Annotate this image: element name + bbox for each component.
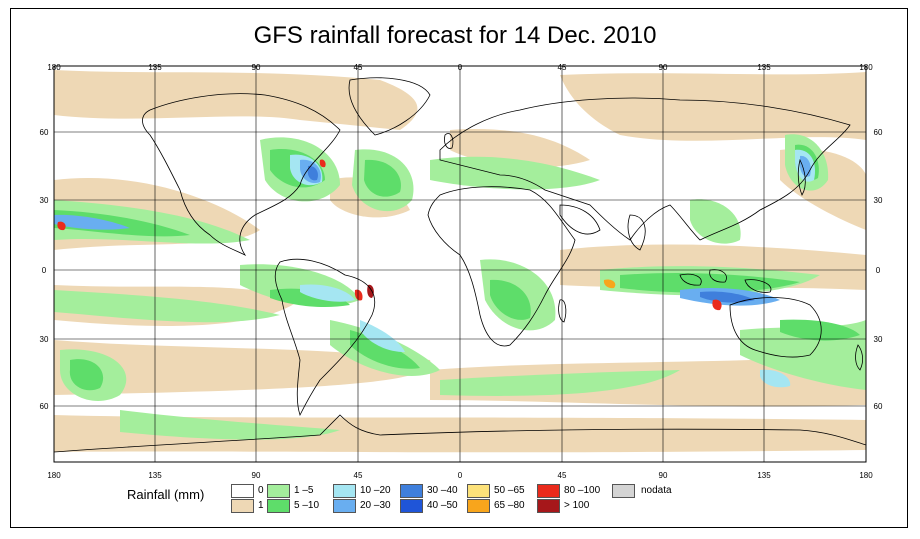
rainfall-field [54,70,866,453]
left-lat-ticks: 60 30 0 30 60 [40,128,49,411]
lat-tick-left: 60 [40,128,49,137]
lat-tick-right: 0 [876,266,881,275]
lat-tick-left: 60 [40,402,49,411]
lon-tick-top: 135 [148,63,162,72]
right-lat-ticks: 60 30 0 30 60 [874,128,883,411]
lon-tick-top: 0 [458,63,463,72]
lat-tick-right: 60 [874,128,883,137]
lat-tick-left: 0 [42,266,47,275]
lat-tick-right: 30 [874,196,883,205]
lon-tick-bottom: 135 [148,471,162,480]
lon-tick-top: 90 [252,63,261,72]
lon-tick-bottom: 45 [354,471,363,480]
rain-blue-areas [54,149,816,388]
bottom-lon-ticks: 180 135 90 45 0 45 90 135 180 [47,471,873,480]
rain-heavy-areas [57,159,722,311]
map-border [53,65,867,463]
lon-tick-bottom: 180 [859,471,873,480]
lon-tick-bottom: 0 [458,471,463,480]
lon-tick-bottom: 45 [558,471,567,480]
lon-tick-top: 180 [47,63,61,72]
graticule [54,66,866,462]
lon-tick-bottom: 90 [252,471,261,480]
lat-tick-right: 30 [874,335,883,344]
lon-tick-top: 45 [558,63,567,72]
lon-tick-top: 180 [859,63,873,72]
rain-5-10mm-areas [54,144,860,391]
lon-tick-top: 45 [354,63,363,72]
map-title: GFS rainfall forecast for 14 Dec. 2010 [253,22,657,49]
coastlines [54,77,866,453]
lon-tick-top: 90 [659,63,668,72]
top-lon-ticks: 180 135 90 45 0 45 90 135 180 [47,63,873,72]
lat-tick-left: 30 [40,335,49,344]
lon-tick-bottom: 90 [659,471,668,480]
lon-tick-bottom: 135 [757,471,771,480]
lon-tick-top: 135 [757,63,771,72]
lat-tick-left: 30 [40,196,49,205]
lat-tick-right: 60 [874,402,883,411]
lon-tick-bottom: 180 [47,471,61,480]
figure-frame [10,8,908,528]
